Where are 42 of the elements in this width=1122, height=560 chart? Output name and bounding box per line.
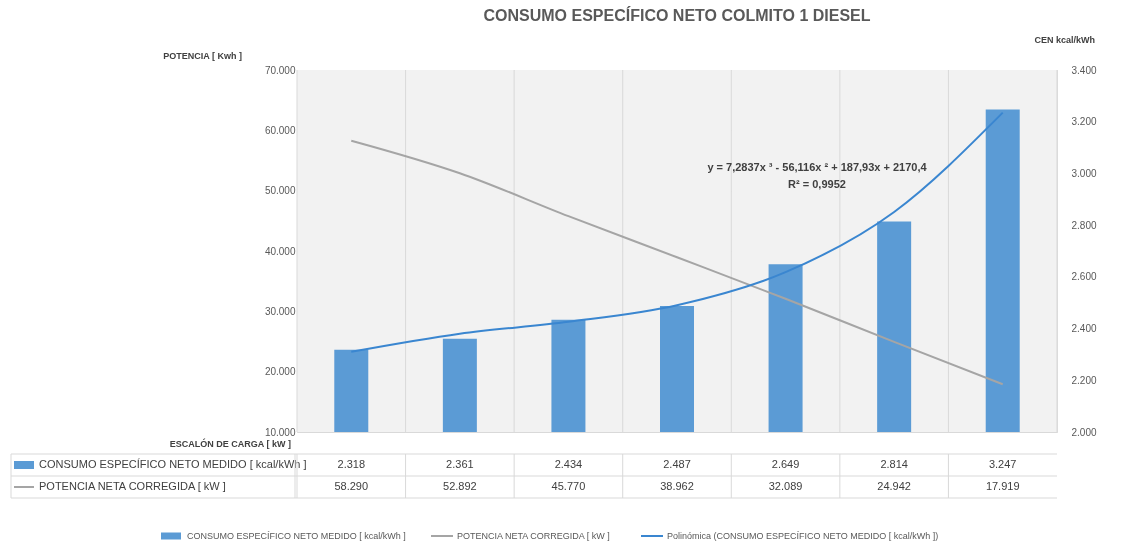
y2-tick-label: 3.200: [1071, 116, 1097, 128]
legend-label: CONSUMO ESPECÍFICO NETO MEDIDO [ kcal/kWh ]: [39, 458, 307, 470]
text: CONSUMO ESPECÍFICO NETO MEDIDO [ kcal/kWh ]: [187, 531, 406, 541]
data-label: 2.649: [771, 458, 800, 470]
y-tick-label: 20.000: [264, 366, 296, 378]
y-tick-label: 70.000: [264, 64, 296, 76]
annotation: R² = 0,9952: [788, 178, 846, 190]
x-tick-label: 17.919: [985, 480, 1020, 492]
line-series: [350, 111, 1004, 353]
y2-tick-label: 2.600: [1071, 271, 1097, 283]
annotation: y = 7,2837x ³ - 56,116x ² + 187,93x + 2170,4: [707, 161, 928, 173]
y-tick-label: 30.000: [264, 305, 296, 317]
data-label: 2.434: [554, 458, 583, 470]
y-tick-label: 40.000: [264, 245, 296, 257]
y-tick-label: 10.000: [264, 426, 296, 438]
legend-label: Polinómica (CONSUMO ESPECÍFICO NETO MEDIDO [ kcal/kWh ]): [667, 531, 939, 541]
y2-tick-label: 3.000: [1071, 167, 1097, 179]
x-tick-label: 24.942: [877, 480, 911, 492]
chart-title: CONSUMO ESPECÍFICO NETO COLMITO 1 DIESEL: [483, 6, 871, 24]
data-label: 2.487: [663, 458, 691, 470]
y-tick-label: 50.000: [264, 185, 296, 197]
line-series: [350, 139, 1004, 386]
x-tick-label: 52.892: [443, 480, 477, 492]
data-label: 2.361: [446, 458, 474, 470]
x-axis-title: ESCALÓN DE CARGA [ kW ]: [169, 438, 291, 449]
data-label: 2.318: [337, 458, 366, 470]
y-tick-label: 60.000: [264, 124, 296, 136]
y-axis-title: POTENCIA [ Kwh ]: [163, 51, 242, 61]
x-tick-label: 58.290: [334, 480, 369, 492]
x-tick-label: 38.962: [660, 480, 694, 492]
data-label: 2.814: [880, 458, 908, 470]
y2-tick-label: 2.200: [1071, 374, 1097, 386]
y2-tick-label: 2.400: [1071, 323, 1097, 335]
data-label: 3.247: [988, 458, 1017, 470]
x-tick-label: 45.770: [551, 480, 586, 492]
x-tick-label: 32.089: [768, 480, 803, 492]
text: POTENCIA NETA CORREGIDA [ kW ]: [39, 480, 226, 492]
y2-tick-label: 2.800: [1071, 219, 1097, 231]
legend-label: POTENCIA NETA CORREGIDA [ kW ]: [457, 531, 610, 541]
y2-tick-label: 2.000: [1071, 426, 1097, 438]
y2-axis-title: CEN kcal/kWh: [1034, 35, 1095, 45]
y2-tick-label: 3.400: [1071, 64, 1097, 76]
